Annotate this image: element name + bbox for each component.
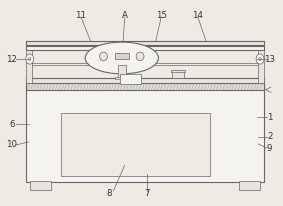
Ellipse shape bbox=[136, 52, 144, 61]
Bar bbox=[26, 45, 32, 83]
Text: 1: 1 bbox=[267, 113, 272, 122]
Text: 9: 9 bbox=[267, 144, 272, 152]
Bar bbox=[115, 77, 129, 80]
Bar bbox=[117, 64, 126, 78]
Bar bbox=[30, 181, 52, 190]
Text: 13: 13 bbox=[264, 55, 275, 63]
Text: 10: 10 bbox=[7, 140, 18, 149]
Text: 15: 15 bbox=[156, 11, 167, 20]
Bar bbox=[258, 45, 264, 83]
Text: 8: 8 bbox=[106, 188, 112, 198]
Text: 7: 7 bbox=[144, 188, 150, 198]
Ellipse shape bbox=[85, 42, 158, 74]
Ellipse shape bbox=[256, 54, 264, 64]
Bar bbox=[171, 70, 185, 72]
Text: 12: 12 bbox=[7, 55, 18, 63]
Ellipse shape bbox=[100, 52, 108, 61]
Bar bbox=[26, 83, 264, 90]
Text: 11: 11 bbox=[76, 11, 86, 20]
Bar bbox=[115, 53, 129, 59]
Text: 2: 2 bbox=[267, 132, 272, 141]
Bar bbox=[61, 113, 211, 176]
Bar bbox=[239, 181, 260, 190]
Bar bbox=[120, 74, 142, 84]
Bar bbox=[26, 78, 264, 84]
Bar bbox=[26, 46, 264, 50]
Text: A: A bbox=[122, 11, 128, 20]
Text: 6: 6 bbox=[9, 120, 15, 129]
Ellipse shape bbox=[26, 54, 34, 64]
Ellipse shape bbox=[29, 57, 31, 60]
Ellipse shape bbox=[259, 57, 261, 60]
Bar bbox=[172, 71, 184, 78]
Bar bbox=[26, 41, 264, 45]
Text: 14: 14 bbox=[192, 11, 203, 20]
Bar bbox=[26, 84, 264, 182]
